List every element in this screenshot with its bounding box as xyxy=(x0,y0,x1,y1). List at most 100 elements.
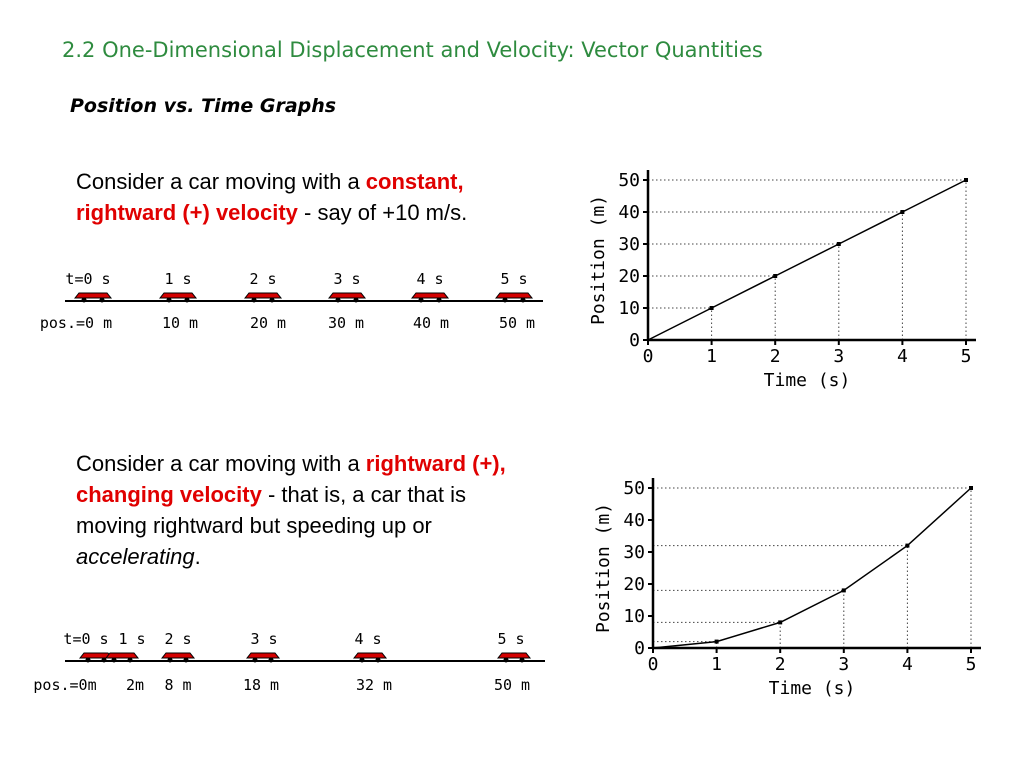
position-label: 50 m xyxy=(499,314,535,332)
data-point xyxy=(709,306,714,310)
car-icon xyxy=(496,652,532,663)
position-label: pos.=0m xyxy=(33,676,96,694)
x-tick-label: 3 xyxy=(838,654,849,675)
time-label: 2 s xyxy=(164,630,191,648)
time-label: 4 s xyxy=(416,270,443,288)
data-point xyxy=(778,620,783,625)
x-tick-label: 5 xyxy=(966,654,977,675)
y-tick-label: 10 xyxy=(623,606,645,627)
x-tick-label: 4 xyxy=(902,654,913,675)
position-label: 30 m xyxy=(328,314,364,332)
car-icon xyxy=(327,292,367,303)
y-tick-label: 30 xyxy=(623,542,645,563)
y-tick-label: 50 xyxy=(618,170,640,191)
position-label: 10 m xyxy=(162,314,198,332)
data-point xyxy=(714,639,719,644)
series-line xyxy=(647,179,967,341)
time-label: 3 s xyxy=(250,630,277,648)
x-tick-label: 0 xyxy=(643,346,654,367)
x-tick-label: 5 xyxy=(961,346,972,367)
time-label: 5 s xyxy=(500,270,527,288)
time-label: t=0 s xyxy=(65,270,110,288)
desc2-text-b: - that is, a car that is moving rightwar… xyxy=(76,482,467,538)
data-series xyxy=(652,486,973,649)
data-point xyxy=(969,486,973,490)
y-tick-label: 0 xyxy=(634,638,645,659)
x-axis-title: Time (s) xyxy=(764,370,851,391)
car-icon xyxy=(104,652,140,663)
x-axis-title: Time (s) xyxy=(769,678,856,699)
car-icon xyxy=(410,292,450,303)
position-time-chart-constant: 0 10 20 30 40 50 0 1 2 3 4 5 Time (s) Position (m) xyxy=(588,170,976,391)
guide-lines xyxy=(648,179,967,340)
changing-velocity-description: Consider a car moving with a rightward (… xyxy=(76,448,506,572)
y-axis-title: Position (m) xyxy=(593,503,614,633)
desc2-highlight: rightward (+), changing velocity xyxy=(76,451,506,507)
x-tick-label: 4 xyxy=(897,346,908,367)
data-point xyxy=(841,588,846,593)
position-label: 32 m xyxy=(356,676,392,694)
x-tick-label: 1 xyxy=(711,654,722,675)
y-axis-title: Position (m) xyxy=(588,195,609,325)
x-ticks: 0 1 2 3 4 5 xyxy=(643,340,972,367)
data-point xyxy=(964,178,968,182)
data-point xyxy=(905,543,910,548)
y-ticks: 0 10 20 30 40 50 xyxy=(618,170,648,351)
time-label: 1 s xyxy=(164,270,191,288)
desc1-text-b: - say of +10 m/s. xyxy=(297,200,468,225)
data-point xyxy=(773,274,778,278)
y-tick-label: 10 xyxy=(618,298,640,319)
car-position-strip-constant: t=0 s 1 s 2 s 3 s 4 s 5 s pos.=0 m 10 m … xyxy=(40,270,543,332)
x-tick-label: 3 xyxy=(833,346,844,367)
time-label: t=0 s xyxy=(63,630,108,648)
car-icon xyxy=(160,652,196,663)
constant-velocity-description: Consider a car moving with a constant, r… xyxy=(76,166,546,228)
x-ticks: 0 1 2 3 4 5 xyxy=(648,648,977,675)
car-icon xyxy=(352,652,388,663)
position-label: 50 m xyxy=(494,676,530,694)
data-point xyxy=(900,210,905,214)
desc2-italic: accelerating xyxy=(76,544,195,569)
y-tick-label: 40 xyxy=(623,510,645,531)
y-tick-label: 50 xyxy=(623,478,645,499)
data-point xyxy=(836,242,841,246)
position-label: 40 m xyxy=(413,314,449,332)
time-label: 4 s xyxy=(354,630,381,648)
x-tick-label: 1 xyxy=(706,346,717,367)
position-label: 8 m xyxy=(164,676,191,694)
position-label: 2m xyxy=(126,676,144,694)
position-time-chart-accelerating: 0 10 20 30 40 50 0 1 2 3 4 5 Time (s) Position (m) xyxy=(593,478,981,699)
y-tick-label: 40 xyxy=(618,202,640,223)
desc2-text-c: . xyxy=(194,544,201,569)
car-position-strip-accelerating: t=0 s 1 s 2 s 3 s 4 s 5 s pos.=0m 2m 8 m… xyxy=(33,630,545,694)
position-label: 18 m xyxy=(243,676,279,694)
desc1-highlight: constant, rightward (+) velocity xyxy=(76,169,464,225)
y-tick-label: 20 xyxy=(623,574,645,595)
x-tick-label: 2 xyxy=(770,346,781,367)
time-label: 3 s xyxy=(333,270,360,288)
car-icon xyxy=(158,292,198,303)
time-label: 1 s xyxy=(118,630,145,648)
car-icon xyxy=(73,292,113,303)
series-line xyxy=(652,487,972,649)
guide-lines xyxy=(653,487,972,648)
desc2-text-a: Consider a car moving with a xyxy=(76,451,366,476)
time-label: 2 s xyxy=(249,270,276,288)
x-tick-label: 0 xyxy=(648,654,659,675)
position-label: 20 m xyxy=(250,314,286,332)
y-tick-label: 0 xyxy=(629,330,640,351)
car-icon xyxy=(494,292,534,303)
position-label: pos.=0 m xyxy=(40,314,112,332)
section-subtitle: Position vs. Time Graphs xyxy=(70,95,337,117)
car-icon xyxy=(245,652,281,663)
car-icon xyxy=(78,652,114,663)
time-label: 5 s xyxy=(497,630,524,648)
y-ticks: 0 10 20 30 40 50 xyxy=(623,478,653,659)
data-series xyxy=(647,178,968,341)
slide-title: 2.2 One-Dimensional Displacement and Vel… xyxy=(62,38,763,62)
y-tick-label: 20 xyxy=(618,266,640,287)
desc1-text-a: Consider a car moving with a xyxy=(76,169,366,194)
car-icon xyxy=(243,292,283,303)
x-tick-label: 2 xyxy=(775,654,786,675)
y-tick-label: 30 xyxy=(618,234,640,255)
